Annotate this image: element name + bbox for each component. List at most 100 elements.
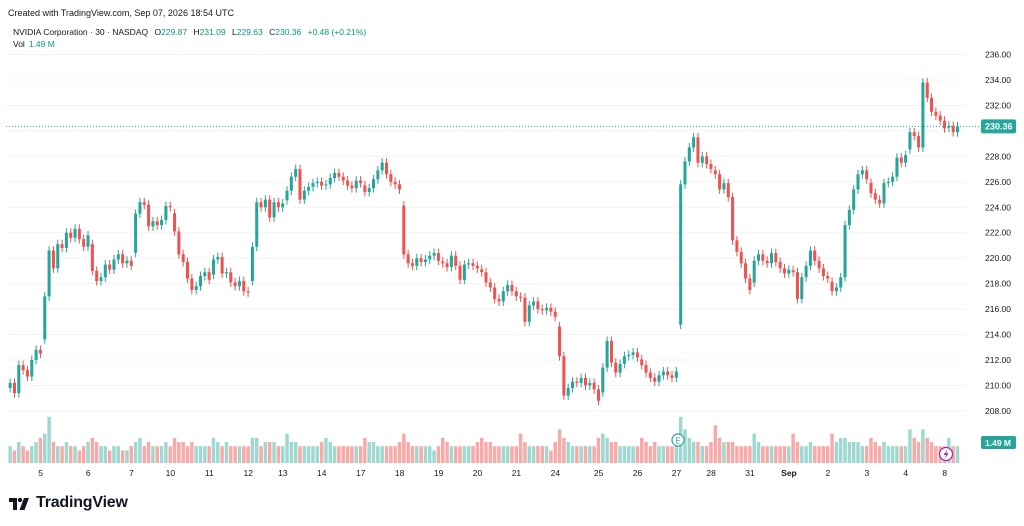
candle-body (116, 254, 120, 260)
lightning-event-icon[interactable] (938, 446, 954, 462)
volume-bar (263, 442, 268, 463)
candle-body (501, 291, 505, 302)
volume-bar (393, 446, 397, 463)
volume-bar (955, 446, 960, 463)
volume-bar (402, 433, 406, 463)
candle-body (410, 263, 414, 266)
candle-body (484, 272, 488, 283)
candle-body (64, 232, 68, 248)
volume-bar (38, 437, 43, 463)
volume-bar (168, 446, 172, 463)
volume-bar (821, 446, 826, 463)
volume-bar (272, 442, 276, 463)
volume-bar (895, 446, 899, 463)
candle-body (250, 246, 254, 282)
volume-bar (207, 446, 211, 463)
volume-bar (730, 442, 735, 463)
candle-body (765, 260, 769, 264)
price-axis: 208.00 210.00 212.00 214.00 216.00 218.00 220.… (985, 50, 1011, 416)
candle-body (519, 296, 523, 298)
volume-bar (250, 437, 255, 463)
volume-bar (886, 446, 891, 463)
volume-bar (237, 446, 242, 463)
y-tick-label: 210.00 (985, 380, 1011, 390)
candle-body (648, 372, 652, 378)
volume-bar (255, 437, 259, 463)
candle-body (333, 172, 337, 178)
volume-bar (592, 446, 596, 463)
symbol-legend[interactable]: NVIDIA Corporation · 30 · NASDAQ O229.87… (13, 26, 366, 39)
candle-body (30, 360, 34, 377)
volume-bar (415, 446, 419, 463)
volume-bar (951, 446, 955, 463)
x-tick-label: 6 (86, 468, 91, 478)
candle-body (895, 157, 899, 177)
candle-body (367, 188, 371, 192)
volume-bar (631, 446, 635, 463)
volume-bar (367, 442, 371, 463)
candle-body (198, 276, 203, 287)
candle-body (281, 203, 285, 208)
candle-body (86, 235, 90, 247)
candle-body (722, 183, 726, 190)
candle-body (744, 263, 748, 279)
candle-body (882, 183, 886, 204)
candle-body (47, 250, 51, 297)
candle-body (134, 213, 138, 253)
candle-body (237, 281, 241, 287)
svg-text:E: E (675, 437, 680, 446)
x-tick-label: 20 (473, 468, 483, 478)
volume-bar (765, 446, 769, 463)
candle-body (384, 162, 389, 175)
volume-bar (120, 450, 125, 463)
candle-body (415, 258, 419, 266)
candle-body (389, 174, 393, 182)
candle-body (583, 377, 588, 386)
candle-body (307, 186, 311, 191)
volume-bar (622, 446, 627, 463)
candle-body (540, 309, 544, 311)
candle-body (56, 244, 60, 269)
tradingview-logo[interactable]: TradingView (8, 494, 128, 512)
x-tick-label: 31 (745, 468, 755, 478)
candle-body (609, 340, 613, 363)
x-tick-label: 14 (317, 468, 327, 478)
earnings-badge-icon[interactable]: E (671, 433, 685, 447)
legend-low: L229.63 (232, 27, 263, 37)
logo-text: TradingView (36, 494, 128, 511)
candle-body (951, 125, 955, 133)
volume-bar (570, 446, 575, 463)
x-tick-label: 11 (205, 468, 214, 478)
candle-body (436, 253, 440, 261)
y-tick-label: 208.00 (985, 406, 1011, 416)
candle-body (640, 359, 644, 366)
volume-bar (138, 437, 142, 463)
volume-bar (795, 442, 800, 463)
volume-bar (549, 450, 553, 463)
candle-body (739, 251, 743, 264)
candle-body (43, 296, 47, 340)
volume-bar (726, 442, 730, 463)
candle-body (160, 220, 164, 226)
volume-bar (466, 446, 471, 463)
volume-legend[interactable]: Vol 1.49 M (13, 39, 55, 49)
volume-bar (432, 450, 436, 463)
volume-bar (319, 442, 324, 463)
volume-bar (601, 433, 605, 463)
candle-body (800, 277, 804, 299)
candle-body (350, 185, 354, 189)
volume-bar (306, 446, 311, 463)
candle-body (428, 255, 432, 260)
volume-bar (384, 446, 389, 463)
volume-bar (129, 446, 134, 463)
y-tick-label: 220.00 (985, 253, 1011, 263)
x-tick-label: 5 (38, 468, 43, 478)
volume-bar (899, 446, 904, 463)
x-tick-label: 2 (826, 468, 831, 478)
volume-bar (293, 442, 298, 463)
volume-bar (51, 442, 56, 463)
candle-body (731, 197, 735, 241)
candle-body (99, 277, 103, 282)
volume-bar (428, 446, 432, 463)
